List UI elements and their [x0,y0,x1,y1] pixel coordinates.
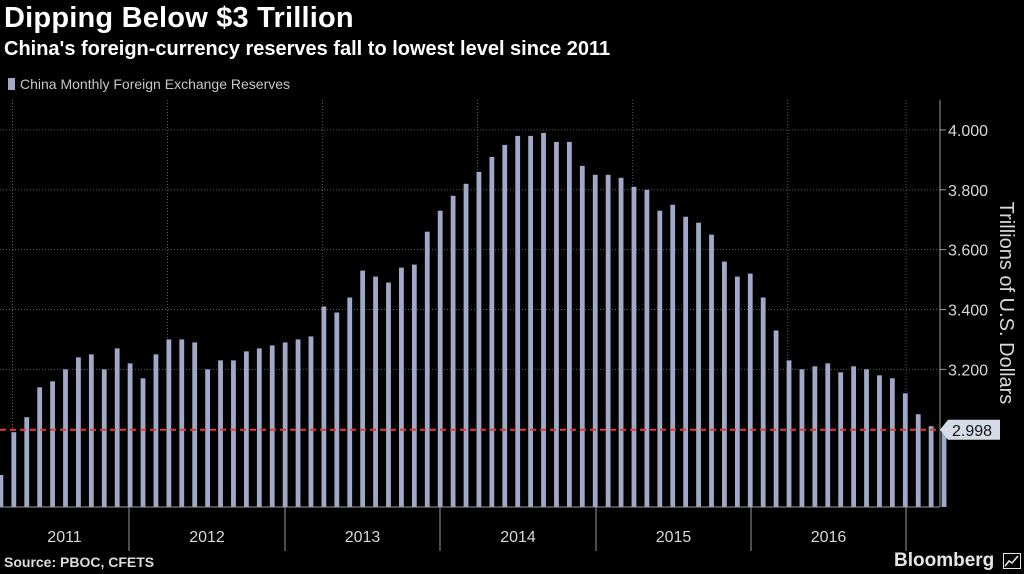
bar [360,270,366,507]
bar [747,273,753,507]
bar [166,339,172,507]
bar [889,378,895,507]
bar [825,363,831,507]
y-tick-label: 3.200 [948,362,988,379]
bar [657,210,663,507]
x-tick-label: 2011 [47,529,82,546]
bar [709,234,714,507]
y-axis-title: Trillions of U.S. Dollars [995,202,1017,405]
bar [0,474,4,507]
bar [437,210,443,507]
bar [347,297,353,507]
y-tick-label: 4.000 [948,123,988,140]
bar [192,342,198,507]
bar [295,339,301,507]
bar [76,357,81,507]
x-tick-label: 2013 [345,529,381,546]
x-tick-label: 2016 [811,529,847,546]
bar [618,177,624,507]
bar [631,186,637,508]
bar [334,312,340,507]
bar [37,387,43,507]
bar [799,369,805,507]
x-tick-label: 2015 [656,529,692,546]
bar [114,348,120,507]
legend-swatch [8,78,15,90]
bar [670,204,676,507]
bar [592,174,598,508]
bar [424,231,430,508]
bar [644,189,650,507]
bar [63,369,68,507]
bar [24,417,30,507]
bloomberg-logo: Bloomberg [894,550,995,571]
bar [838,372,844,507]
bar [476,171,482,507]
bar [515,135,521,508]
legend: China Monthly Foreign Exchange Reserves [8,76,290,92]
source-note: Source: PBOC, CFETS [4,554,155,570]
bar [489,156,495,507]
bar [450,195,456,507]
y-tick-label: 3.400 [948,302,988,319]
bar [812,366,818,507]
bar [50,381,55,507]
x-tick-label: 2014 [500,529,536,546]
bar [877,375,882,507]
bar [101,369,107,507]
bar [269,345,275,507]
reference-value-label: 2.998 [952,423,992,440]
bar [579,165,585,507]
bar [928,426,934,507]
bar [373,276,378,507]
bar [218,360,223,507]
bar [256,348,262,507]
bar [411,264,417,507]
bar [683,216,689,507]
y-tick-label: 3.600 [948,243,988,260]
bar [463,183,469,507]
bar [205,369,211,507]
legend-label: China Monthly Foreign Exchange Reserves [20,76,291,92]
reference-value-tag [940,419,1000,440]
bar [308,336,314,507]
bar [502,144,508,507]
bar [554,141,559,507]
bar [243,351,249,507]
bar [231,360,236,507]
chart-title: Dipping Below $3 Trillion [4,2,354,34]
bar [851,366,857,507]
bar [760,297,766,507]
bar [773,330,779,507]
bar [541,132,546,507]
bar [386,282,391,507]
x-tick-label: 2012 [189,529,225,546]
bar [941,429,947,507]
bar [321,306,327,507]
bar [915,414,921,507]
bar [11,432,17,507]
bar [605,174,611,508]
bar [902,393,908,507]
bar [566,141,572,507]
bar [786,360,792,507]
bar [734,276,740,507]
bar [127,363,133,507]
bar [140,378,146,507]
bar [696,222,701,507]
bar [179,339,185,507]
bar [399,267,404,507]
chart-subtitle: China's foreign-currency reserves fall t… [4,38,611,60]
chart-icon [1003,553,1021,569]
bar [528,135,534,508]
bar [282,342,288,507]
y-tick-label: 3.800 [948,183,988,200]
bar [722,261,727,507]
bar [864,369,869,507]
